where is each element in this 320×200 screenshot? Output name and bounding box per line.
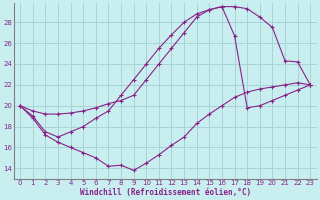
X-axis label: Windchill (Refroidissement éolien,°C): Windchill (Refroidissement éolien,°C): [80, 188, 251, 197]
